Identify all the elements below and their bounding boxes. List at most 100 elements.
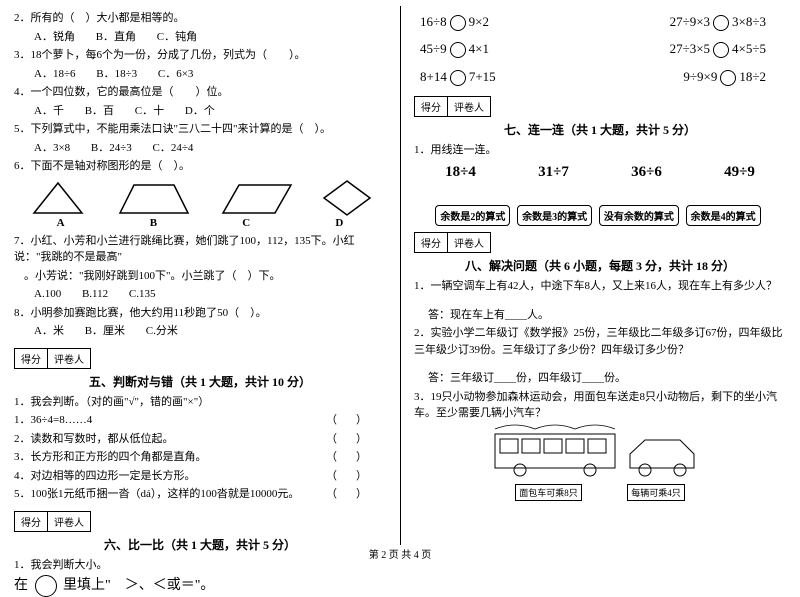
q8-c: C.分米 [146,325,178,337]
j1: 1．36÷4=8……4 （ ） [14,412,386,429]
j3: 3．长方形和正方形的四个角都是直角。 （ ） [14,449,386,466]
q2: 2．所有的（ ）大小都是相等的。 [14,10,386,27]
tag-4: 余数是4的算式 [686,205,761,226]
paren: （ ） [326,412,366,429]
circle-icon [713,42,729,58]
q2-a: A．锐角 [34,31,75,43]
q4-a: A．千 [34,105,64,117]
vehicle-illustration [414,424,786,484]
diamond-icon [322,179,372,217]
circle-icon [450,42,466,58]
compare-grid: 16÷89×2 27÷9×33×8÷3 45÷94×1 27÷3×54×5÷5 … [414,8,786,90]
j3-text: 3．长方形和正方形的四个角都是直角。 [14,449,207,466]
score-box-6: 得分 评卷人 [14,511,91,532]
bus-car-icon [490,424,710,484]
q3-b: B．18÷3 [96,68,137,80]
connect-intro: 1．用线连一连。 [414,142,786,159]
q5-opts: A．3×8 B．24÷3 C．24÷4 [34,140,386,157]
circle-icon [713,15,729,31]
j1-text: 1．36÷4=8……4 [14,412,92,429]
q4-opts: A．千 B．百 C．十 D．个 [34,103,386,120]
cmp-1a: 16÷89×2 [420,8,489,35]
p3: 3．19只小动物参加森林运动会，用面包车送走8只小动物后，剩下的坐小汽车。至少需… [414,389,786,422]
cmp-2a: 45÷94×1 [420,35,489,62]
q2-b: B．直角 [96,31,136,43]
q5-c: C．24÷4 [153,142,194,154]
q3-c: C．6×3 [158,68,194,80]
judge-intro: 1．我会判断。（对的画"√"，错的画"×"） [14,394,386,411]
q5-b: B．24÷3 [91,142,132,154]
trapezoid-icon [116,179,191,217]
cmp-3b: 9÷9×918÷2 [683,63,766,90]
cmp-3a: 8+147+15 [420,63,496,90]
lbl-c: C [242,217,250,229]
q7-a: A.100 [34,288,61,300]
j4: 4．对边相等的四边形一定是长方形。（ ） [14,468,386,485]
circle-icon [720,70,736,86]
p1: 1．一辆空调车上有42人，中途下车8人，又上来16人，现在车上有多少人？ [414,278,786,295]
score-label: 得分 [15,349,48,368]
q5-a: A．3×8 [34,142,70,154]
circle-icon [450,15,466,31]
q3: 3．18个萝卜，每6个为一份，分成了几份，列式为（ ）。 [14,47,386,64]
conn-1: 18÷4 [445,164,476,181]
grader-label: 评卷人 [448,233,490,252]
q2-opts: A．锐角 B．直角 C．钝角 [34,29,386,46]
paren: （ ） [326,449,366,466]
grader-label: 评卷人 [448,97,490,116]
conn-2: 31÷7 [538,164,569,181]
q7-opts: A.100 B.112 C.135 [34,286,386,303]
conn-3: 36÷6 [631,164,662,181]
shapes-row [14,179,386,217]
q8-a: A．米 [34,325,64,337]
circle-icon [450,70,466,86]
cap-car: 每辆可乘4只 [627,484,685,501]
fill-post: 里填上" ＞、＜或＝"。 [63,578,214,593]
q7-c: C.135 [129,288,156,300]
q4-c: C．十 [135,105,164,117]
j4-text: 4．对边相等的四边形一定是长方形。 [14,468,196,485]
q3-opts: A．18÷6 B．18÷3 C．6×3 [34,66,386,83]
score-label: 得分 [415,97,448,116]
q3-a: A．18÷6 [34,68,75,80]
j5: 5．100张1元纸币捆一沓（dá），这样的100沓就是10000元。（ ） [14,486,386,503]
left-column: 2．所有的（ ）大小都是相等的。 A．锐角 B．直角 C．钝角 3．18个萝卜，… [0,0,400,540]
page-footer: 第 2 页 共 4 页 [0,546,800,561]
paren: （ ） [326,486,366,503]
caption-row: 面包车可乘8只 每辆可乘4只 [414,484,786,501]
tag-3: 没有余数的算式 [599,205,679,226]
score-box-7: 得分 评卷人 [414,96,491,117]
section-8-title: 八、解决问题（共 6 小题，每题 3 分，共计 18 分） [414,257,786,274]
triangle-icon [28,179,88,217]
q2-c: C．钝角 [157,31,197,43]
q8: 8．小明参加赛跑比赛，他大约用11秒跑了50（ ）。 [14,305,386,322]
column-divider [400,6,401,545]
grader-label: 评卷人 [48,512,90,531]
score-box-8: 得分 评卷人 [414,232,491,253]
q5: 5．下列算式中，不能用乘法口诀"三八二十四"来计算的是（ ）。 [14,121,386,138]
q7a: 7．小红、小芳和小兰进行跳绳比赛，她们跳了100，112，135下。小红说："我… [14,233,386,266]
q7-b: B.112 [82,288,108,300]
tag-row: 余数是2的算式 余数是3的算式 没有余数的算式 余数是4的算式 [414,205,786,226]
tag-1: 余数是2的算式 [435,205,510,226]
p1-ans: 答：现在车上有____人。 [428,307,786,324]
lbl-a: A [57,217,65,229]
score-label: 得分 [415,233,448,252]
paren: （ ） [326,431,366,448]
q8-b: B．厘米 [85,325,125,337]
connect-top: 18÷4 31÷7 36÷6 49÷9 [414,164,786,181]
p2-ans: 答：三年级订____份，四年级订____份。 [428,370,786,387]
lbl-d: D [335,217,343,229]
cmp-1b: 27÷9×33×8÷3 [670,8,766,35]
lbl-b: B [150,217,157,229]
parallelogram-icon [219,179,294,217]
cmp-row-3: 8+147+15 9÷9×918÷2 [414,63,786,90]
cmp-2b: 27÷3×54×5÷5 [670,35,766,62]
q8-opts: A．米 B．厘米 C.分米 [34,323,386,340]
cap-bus: 面包车可乘8只 [515,484,582,501]
compare-fill: 在 里填上" ＞、＜或＝"。 [14,575,386,597]
score-box-5: 得分 评卷人 [14,348,91,369]
grader-label: 评卷人 [48,349,90,368]
fill-pre: 在 [14,578,28,593]
cmp-row-1: 16÷89×2 27÷9×33×8÷3 [414,8,786,35]
